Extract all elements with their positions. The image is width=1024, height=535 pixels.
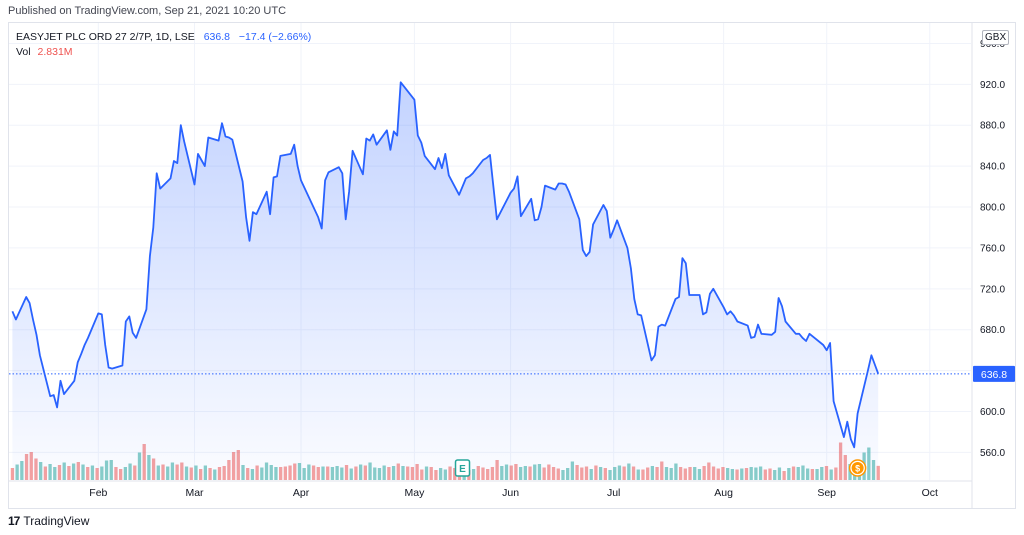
y-tick-label: 720.0: [980, 284, 1005, 295]
legend-last-price: 636.8: [203, 31, 230, 43]
y-tick-label: 760.0: [980, 243, 1005, 254]
y-tick-label: 880.0: [980, 121, 1005, 132]
x-tick-label: Jun: [502, 487, 519, 499]
y-tick-label: 560.0: [980, 448, 1005, 459]
volume-bar: [876, 465, 880, 480]
earnings-marker-icon: [454, 459, 471, 477]
legend-volume-label: Vol: [16, 46, 31, 58]
dividend-marker-label: $: [855, 464, 860, 474]
y-tick-label: 920.0: [980, 80, 1005, 91]
x-tick-label: Oct: [922, 487, 938, 499]
currency-button[interactable]: GBX: [982, 30, 1010, 45]
dividend-marker-fill: [851, 462, 864, 474]
chart-legend: EASYJET PLC ORD 27 2/7P, 1D, LSE 636.8 −…: [16, 30, 311, 60]
tradingview-mark-icon: 17: [8, 514, 20, 528]
price-line: [11, 81, 880, 449]
x-tick-label: Apr: [293, 487, 310, 499]
x-tick-label: May: [404, 487, 425, 499]
tradingview-logo[interactable]: 17 TradingView: [8, 514, 89, 528]
chart-frame[interactable]: [8, 22, 1016, 509]
last-price-badge: [973, 365, 1015, 382]
y-tick-label: 600.0: [980, 407, 1005, 418]
x-tick-label: Feb: [89, 487, 107, 499]
x-tick-label: Aug: [714, 487, 733, 499]
x-tick-label: Jul: [607, 487, 620, 499]
price-area-fill: [12, 82, 879, 481]
earnings-marker-label: E: [459, 464, 466, 475]
x-tick-label: Sep: [817, 487, 836, 499]
legend-symbol: EASYJET PLC ORD 27 2/7P, 1D, LSE: [16, 31, 195, 43]
y-tick-label: 680.0: [980, 325, 1005, 336]
tradingview-brand: TradingView: [23, 514, 90, 528]
last-price-label: 636.8: [981, 369, 1007, 381]
legend-volume-value: 2.831M: [37, 46, 73, 58]
published-note: Published on TradingView.com, Sep 21, 20…: [8, 5, 287, 17]
x-tick-label: Mar: [185, 487, 204, 499]
y-tick-label: 800.0: [980, 203, 1005, 214]
legend-change: −17.4 (−2.66%): [238, 31, 312, 43]
y-tick-label: 840.0: [980, 162, 1005, 173]
